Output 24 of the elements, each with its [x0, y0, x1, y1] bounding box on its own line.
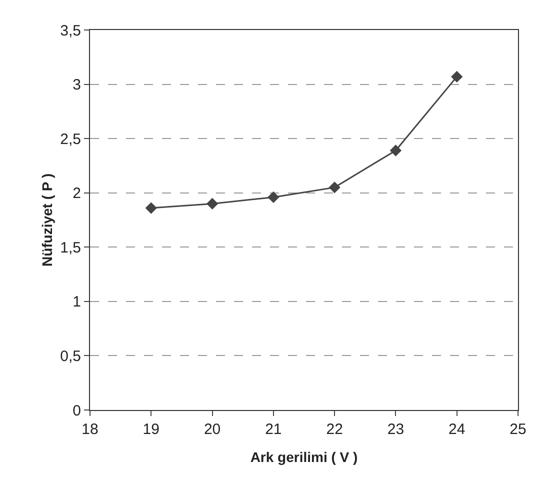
- y-tick-label: 1,5: [60, 239, 81, 256]
- x-tick-label: 18: [82, 421, 98, 438]
- point: [451, 70, 463, 83]
- y-tick-label: 3: [72, 76, 81, 94]
- x-tick-label: 19: [142, 421, 160, 438]
- x-tick-label: 24: [448, 421, 466, 438]
- x-tick-label: 22: [326, 421, 343, 438]
- point: [328, 182, 340, 194]
- point: [145, 202, 157, 214]
- x-tick-label: 25: [510, 421, 526, 438]
- y-tick-label: 2,5: [60, 130, 81, 148]
- x-tick-label: 23: [387, 421, 404, 438]
- x-tick-label: 20: [204, 421, 221, 438]
- y-tick-label: 0,5: [60, 348, 81, 365]
- x-tick-label: 21: [265, 421, 282, 438]
- y-axis-title: Nüfuziyet ( P ): [39, 173, 55, 267]
- y-tick-label: 2: [72, 185, 81, 202]
- point: [206, 198, 218, 210]
- y-tick-label: 1: [72, 294, 81, 311]
- y-tick-label: 0: [72, 402, 81, 420]
- x-axis-title: Ark gerilimi ( V ): [250, 449, 358, 465]
- point: [268, 191, 280, 204]
- y-tick-label: 3,5: [60, 22, 81, 40]
- point: [390, 144, 402, 156]
